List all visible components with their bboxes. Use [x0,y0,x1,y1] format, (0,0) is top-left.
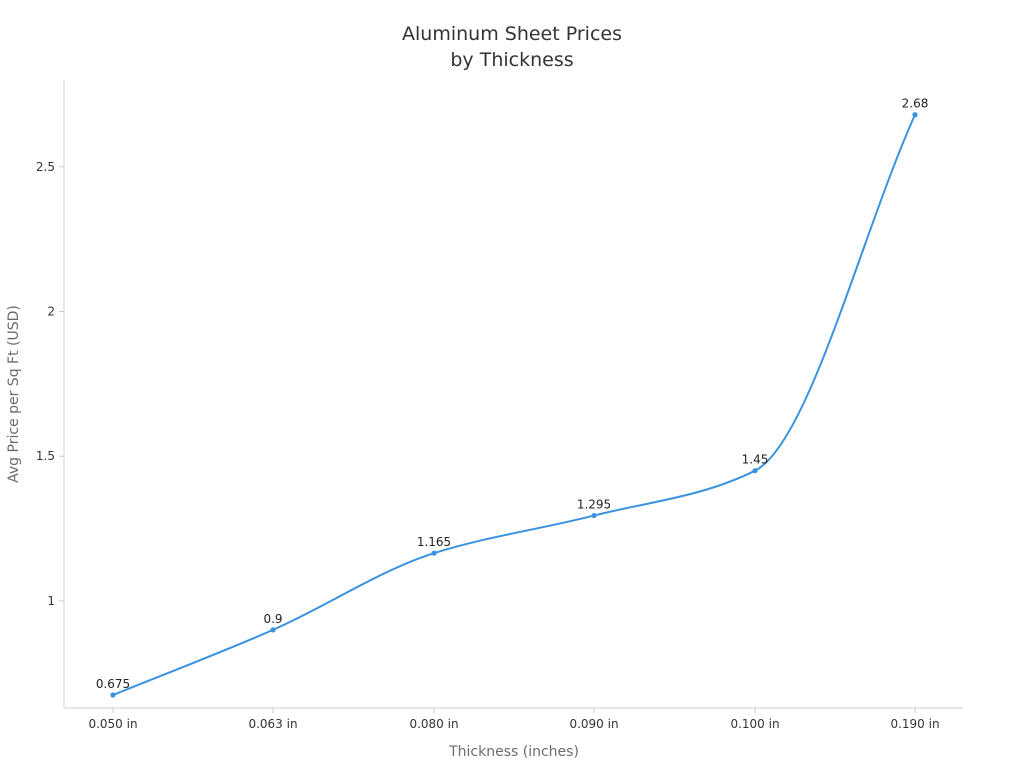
y-axis-ticks: 1 1.5 2 2.5 [36,160,64,608]
data-point[interactable] [752,468,758,474]
series-line [112,113,916,696]
data-point[interactable] [912,112,918,118]
data-point[interactable] [110,692,116,698]
data-point[interactable] [431,550,437,556]
y-tick-label: 1.5 [36,449,55,463]
x-tick-label: 0.090 in [569,717,618,731]
y-tick-label: 2.5 [36,160,55,174]
y-axis-title: Avg Price per Sq Ft (USD) [6,305,22,483]
y-tick-label: 2 [47,305,55,319]
x-tick-label: 0.100 in [730,717,779,731]
x-axis-ticks: 0.050 in 0.063 in 0.080 in 0.090 in 0.100 in… [88,708,940,731]
x-tick-label: 0.080 in [409,717,458,731]
data-label: 1.165 [417,535,451,549]
x-tick-label: 0.050 in [88,717,137,731]
data-label: 0.675 [96,677,130,691]
data-point[interactable] [591,512,597,519]
data-label: 0.9 [263,612,282,626]
data-label: 1.45 [742,453,769,467]
chart-title-line-1: Aluminum Sheet Prices [402,23,622,45]
data-labels: 0.675 0.9 1.165 1.295 1.45 2.68 [96,97,929,691]
x-tick-label: 0.190 in [890,717,939,731]
data-point[interactable] [270,627,276,633]
chart-title-line-2: by Thickness [450,49,573,71]
x-axis-title: Thickness (inches) [448,744,579,760]
data-label: 1.295 [577,498,611,512]
series-layer [110,112,918,698]
x-tick-label: 0.063 in [248,717,297,731]
y-tick-label: 1 [47,594,55,608]
data-label: 2.68 [902,97,929,111]
